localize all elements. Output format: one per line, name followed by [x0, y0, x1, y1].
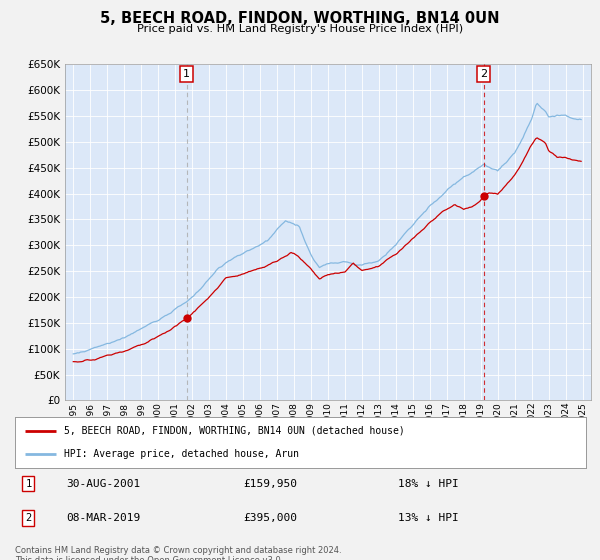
Text: 30-AUG-2001: 30-AUG-2001: [67, 478, 140, 488]
Text: 18% ↓ HPI: 18% ↓ HPI: [398, 478, 458, 488]
Text: 2: 2: [480, 69, 487, 79]
Text: 08-MAR-2019: 08-MAR-2019: [67, 513, 140, 522]
Text: 2: 2: [25, 513, 32, 522]
Text: HPI: Average price, detached house, Arun: HPI: Average price, detached house, Arun: [64, 449, 299, 459]
Text: Price paid vs. HM Land Registry's House Price Index (HPI): Price paid vs. HM Land Registry's House …: [137, 24, 463, 34]
Text: 1: 1: [25, 478, 32, 488]
Text: 13% ↓ HPI: 13% ↓ HPI: [398, 513, 458, 522]
Text: 1: 1: [183, 69, 190, 79]
Text: £395,000: £395,000: [244, 513, 298, 522]
Text: £159,950: £159,950: [244, 478, 298, 488]
Text: 5, BEECH ROAD, FINDON, WORTHING, BN14 0UN: 5, BEECH ROAD, FINDON, WORTHING, BN14 0U…: [100, 11, 500, 26]
Text: 5, BEECH ROAD, FINDON, WORTHING, BN14 0UN (detached house): 5, BEECH ROAD, FINDON, WORTHING, BN14 0U…: [64, 426, 404, 436]
Text: Contains HM Land Registry data © Crown copyright and database right 2024.
This d: Contains HM Land Registry data © Crown c…: [15, 546, 341, 560]
